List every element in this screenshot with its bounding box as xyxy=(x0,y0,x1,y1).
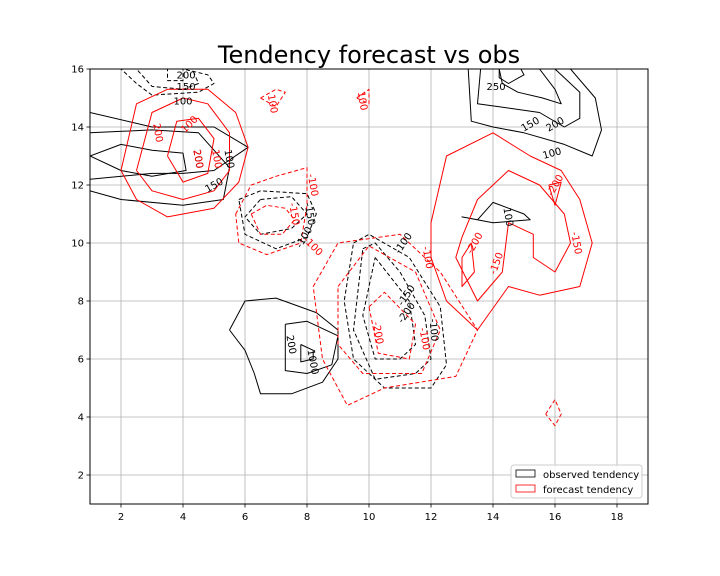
plot-frame xyxy=(89,68,649,505)
observed-contour-neg100 xyxy=(120,69,215,96)
contour-label: -150 xyxy=(302,202,317,226)
contour-label: 200 xyxy=(544,115,566,134)
contour-label: -100 xyxy=(305,173,320,197)
observed-contour-neg200 xyxy=(167,69,184,82)
forecast-contour-pos200 xyxy=(167,117,215,183)
contour-label: -200 xyxy=(545,173,566,198)
forecast-contour-pos150 xyxy=(455,170,571,302)
forecast-contour-neg200 xyxy=(368,291,416,360)
contour-label: -100 xyxy=(393,231,415,256)
contour-label: -100 xyxy=(416,327,431,351)
observed-contour-pos100 xyxy=(229,297,339,395)
observed-contour-pos100 xyxy=(467,69,602,157)
observed-contour-neg150 xyxy=(244,196,308,235)
contour-label: 200 xyxy=(150,123,164,144)
observed-contour-pos250 xyxy=(498,69,525,84)
x-tick-label: 14 xyxy=(487,512,500,523)
contour-label: 150 xyxy=(203,176,225,195)
contour-label: -200 xyxy=(370,321,385,345)
observed-contour-pos150 xyxy=(477,69,581,128)
contour-label: 150 xyxy=(520,115,542,134)
x-tick-label: 6 xyxy=(242,512,248,523)
x-tick-label: 16 xyxy=(549,512,562,523)
contour-label: -100 xyxy=(427,318,440,342)
observed-contour-neg200 xyxy=(362,257,416,360)
contour-label: -150 xyxy=(286,202,301,226)
forecast-contour-neg150 xyxy=(250,204,296,235)
observed-contour-neg100 xyxy=(343,233,447,389)
x-tick-label: 18 xyxy=(611,512,624,523)
contour-label: -150 xyxy=(568,231,583,255)
contour-label: 100 xyxy=(355,91,369,112)
y-tick-label: 2 xyxy=(78,471,84,482)
y-tick-label: 14 xyxy=(71,123,84,134)
y-tick-label: 6 xyxy=(78,355,84,366)
contour-label: 200 xyxy=(190,149,204,170)
forecast-contour-neg100 xyxy=(312,233,478,406)
forecast-contour-pos200 xyxy=(548,181,562,206)
observed-contour-neg150 xyxy=(136,69,199,90)
forecast-contour-pos200 xyxy=(461,242,475,287)
contour-label: -100 xyxy=(420,246,435,270)
observed-contour-pos200 xyxy=(300,344,314,363)
observed-contour-pos150 xyxy=(284,320,339,374)
contour-label: 150 xyxy=(177,82,196,93)
contour-label: 100 xyxy=(221,149,235,170)
contour-lines xyxy=(90,69,602,427)
observed-contour-pos100 xyxy=(461,201,531,224)
observed-contour-pos200 xyxy=(498,69,562,105)
legend: observed tendency forecast tendency xyxy=(510,464,643,499)
forecast-contour-pos100 xyxy=(120,88,249,218)
observed-contour-pos150 xyxy=(90,129,230,206)
chart-title: Tendency forecast vs obs xyxy=(217,41,520,69)
y-tick-label: 8 xyxy=(78,297,84,308)
contour-label: 200 xyxy=(283,334,297,355)
x-tick-label: 4 xyxy=(180,512,186,523)
contour-label: 200 xyxy=(190,149,204,170)
x-tick-label: 8 xyxy=(304,512,310,523)
contour-label: 1000 xyxy=(305,349,320,376)
contour-label: 200 xyxy=(177,70,196,81)
forecast-contour-pos150 xyxy=(136,97,230,200)
x-tick-label: 12 xyxy=(425,512,438,523)
y-tick-label: 10 xyxy=(71,239,84,250)
legend-label-forecast: forecast tendency xyxy=(543,485,633,496)
contour-label: 100 xyxy=(173,96,192,107)
legend-swatch-observed xyxy=(515,469,536,478)
x-tick-label: 2 xyxy=(118,512,124,523)
forecast-contour-pos100 xyxy=(545,399,562,427)
y-tick-label: 16 xyxy=(71,65,84,76)
axis-ticks: 2 4 6 8 10 12 14 16 18 2 4 6 8 10 12 14 16 xyxy=(71,65,623,524)
contour-label: 100 xyxy=(542,146,563,162)
observed-contour-neg150 xyxy=(353,242,432,380)
observed-contour-pos100 xyxy=(90,112,249,180)
contour-label: 100 xyxy=(500,207,514,228)
legend-swatch-forecast xyxy=(515,484,536,493)
forecast-contour-neg150 xyxy=(337,245,441,374)
observed-contour-pos200 xyxy=(90,143,187,177)
contour-label: 100 xyxy=(209,149,223,170)
forecast-contour-pos100 xyxy=(430,132,593,331)
contour-label: -200 xyxy=(465,231,486,256)
x-tick-label: 10 xyxy=(363,512,376,523)
forecast-contour-neg100 xyxy=(260,88,286,108)
forecast-contour-neg100 xyxy=(235,167,308,256)
forecast-contour-neg100 xyxy=(356,88,370,105)
y-tick-label: 12 xyxy=(71,181,84,192)
legend-label-observed: observed tendency xyxy=(543,470,639,481)
contour-label: 100 xyxy=(265,94,279,115)
y-tick-label: 4 xyxy=(78,413,84,424)
legend-box xyxy=(510,464,643,499)
observed-contour-neg100 xyxy=(238,190,317,250)
contour-label: 250 xyxy=(487,82,506,93)
